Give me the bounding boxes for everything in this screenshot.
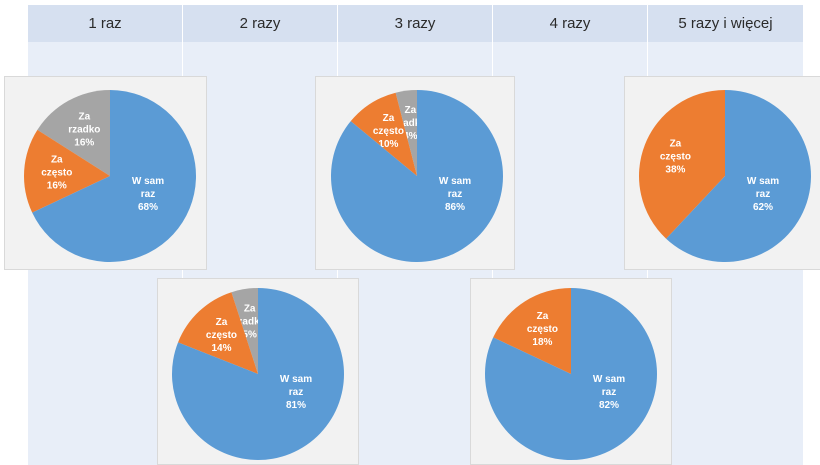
slice-w-sam-raz <box>331 90 503 262</box>
slice-za-często-label: Za często 14% <box>206 317 237 354</box>
slice-za-często <box>350 92 417 176</box>
slice-za-często <box>493 288 571 374</box>
slice-w-sam-raz <box>172 288 344 460</box>
pie-chart-1-raz: Za rzadko 16% Za często 16% W sam raz 68% <box>24 90 197 262</box>
slice-w-sam-raz-label: W sam raz 86% <box>439 176 471 213</box>
slice-w-sam-raz-label: W sam raz 82% <box>593 374 625 411</box>
slice-za-często <box>178 292 258 374</box>
slice-za-rzadko-label: Za rzadko 16% <box>68 111 100 148</box>
pie-chart-2-razy: Za rzadko 5%Za często 14% W sam raz 81% <box>172 288 344 460</box>
slice-w-sam-raz-label: W sam raz 68% <box>132 176 164 213</box>
column-header-1-raz: 1 raz <box>28 5 182 42</box>
slice-za-często-label: Za często 38% <box>660 138 691 175</box>
pie-panel-3-razy: Za rzadko 4% Za często 10% W sam raz 86% <box>315 76 515 270</box>
column-header-4-razy: 4 razy <box>493 5 647 42</box>
pie-panel-2-razy: Za rzadko 5% Za często 14% W sam raz 81% <box>157 278 359 465</box>
slice-za-rzadko-label: Za rzadko 5% <box>234 303 266 340</box>
slice-w-sam-raz <box>485 288 657 460</box>
column-header-2-razy: 2 razy <box>183 5 337 42</box>
pie-chart-3-razy: Za rzadko 4%Za często 10% W sam raz 86% <box>331 90 503 262</box>
slice-za-rzadko-label: Za rzadko 4% <box>394 105 426 142</box>
slice-w-sam-raz <box>666 90 811 262</box>
column-header-3-razy: 3 razy <box>338 5 492 42</box>
slice-za-często-label: Za często 10% <box>373 113 404 150</box>
pie-panel-1-raz: Za rzadko 16% Za często 16% W sam raz 68% <box>4 76 207 270</box>
slice-w-sam-raz-label: W sam raz 62% <box>747 176 779 213</box>
slice-za-często-label: Za często 16% <box>41 155 72 192</box>
slice-w-sam-raz <box>32 90 197 262</box>
slice-za-często-label: Za często 18% <box>527 311 558 348</box>
slice-za-często <box>639 90 725 239</box>
slice-za-rzadko <box>37 90 110 176</box>
slice-za-rzadko <box>231 288 258 374</box>
column-header-5-razy-i-wiecej: 5 razy i więcej <box>648 5 803 42</box>
slice-w-sam-raz-label: W sam raz 81% <box>280 374 312 411</box>
slice-za-rzadko <box>395 90 417 176</box>
slice-za-często <box>24 129 110 213</box>
